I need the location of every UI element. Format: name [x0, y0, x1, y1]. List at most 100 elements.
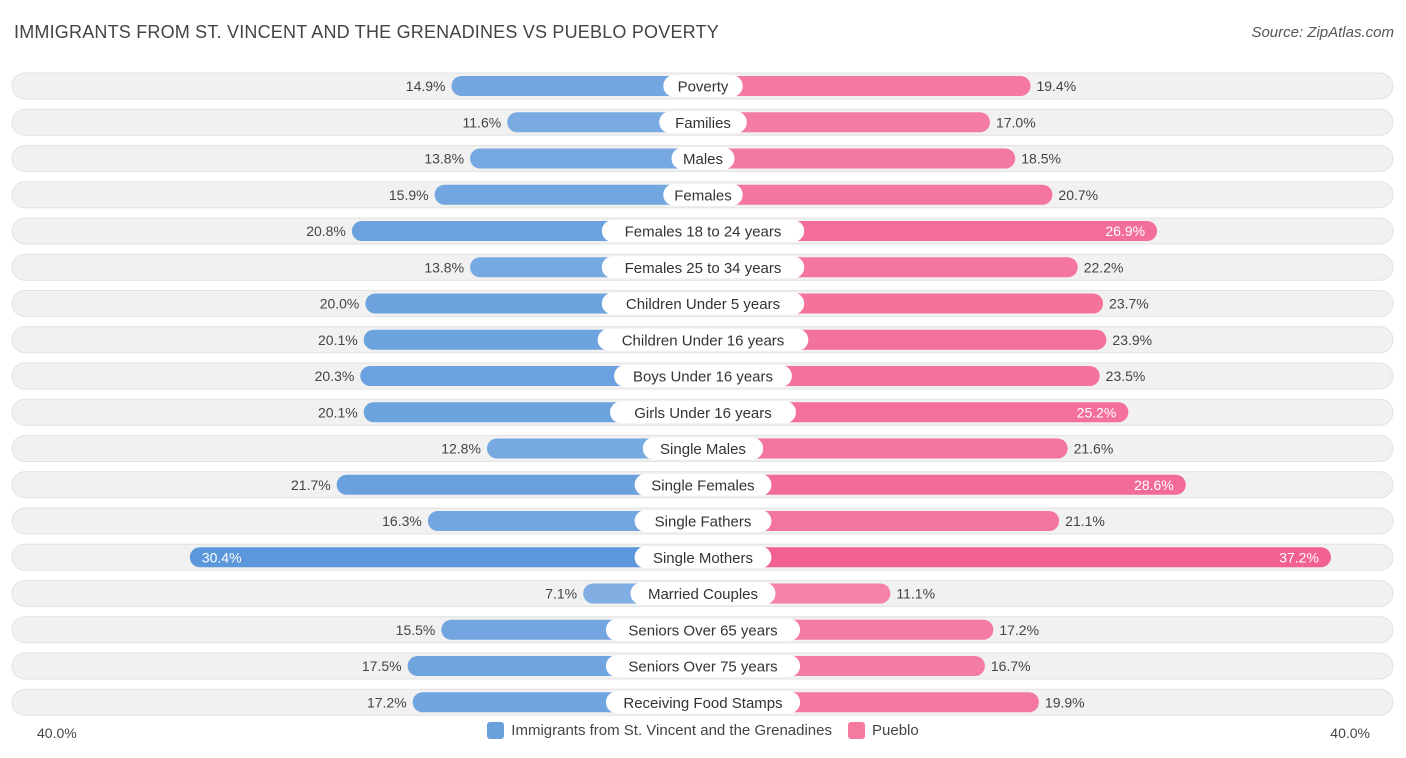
- bar-pueblo: [703, 438, 1068, 459]
- bar-pueblo: [703, 76, 1031, 96]
- category-label: Girls Under 16 years: [634, 405, 772, 422]
- value-label-pueblo: 19.9%: [1045, 694, 1085, 710]
- bar-pueblo: [703, 112, 990, 133]
- category-label: Married Couples: [648, 586, 758, 603]
- axis-min-label: 40.0%: [37, 725, 77, 741]
- value-label-pueblo: 23.9%: [1112, 332, 1152, 348]
- bar-pueblo: [703, 547, 1331, 568]
- value-label-pueblo: 17.2%: [999, 622, 1039, 638]
- bar-pueblo: [703, 511, 1060, 531]
- value-label-immigrants: 16.3%: [382, 513, 422, 529]
- legend-swatch-pueblo: [848, 722, 865, 739]
- value-label-immigrants: 11.6%: [463, 114, 502, 130]
- bar-pueblo: [703, 402, 1129, 423]
- source-credit: Source: ZipAtlas.com: [1251, 24, 1394, 41]
- category-pill: [663, 75, 743, 97]
- legend-item-pueblo: Pueblo: [848, 722, 919, 739]
- category-label: Boys Under 16 years: [633, 369, 773, 386]
- bar-pueblo: [703, 148, 1016, 169]
- category-pill: [634, 510, 772, 532]
- bar-immigrants: [451, 76, 703, 96]
- value-label-immigrants: 17.2%: [367, 694, 407, 710]
- category-label: Males: [683, 151, 723, 168]
- value-label-immigrants: 15.9%: [389, 187, 429, 203]
- value-label-pueblo: 25.2%: [1077, 404, 1117, 420]
- bar-immigrants: [434, 184, 703, 205]
- category-label: Single Mothers: [653, 550, 753, 567]
- bar-pueblo: [703, 474, 1186, 495]
- category-pill: [605, 655, 801, 677]
- bar-immigrants: [189, 547, 703, 568]
- category-label: Poverty: [678, 79, 729, 96]
- category-label: Females: [674, 187, 732, 204]
- bar-immigrants: [336, 474, 703, 495]
- category-pill: [601, 220, 805, 242]
- value-label-pueblo: 19.4%: [1036, 78, 1076, 94]
- value-label-immigrants: 30.4%: [202, 549, 242, 565]
- bar-pueblo: [703, 366, 1100, 386]
- category-pill: [605, 691, 801, 714]
- legend-item-immigrants: Immigrants from St. Vincent and the Gren…: [487, 722, 832, 739]
- category-pill: [659, 111, 747, 134]
- category-label: Females 25 to 34 years: [625, 260, 782, 277]
- value-label-immigrants: 7.1%: [545, 586, 577, 602]
- category-pill: [601, 256, 805, 279]
- category-pill: [671, 147, 735, 170]
- category-label: Children Under 5 years: [626, 296, 780, 313]
- category-label: Seniors Over 65 years: [628, 622, 777, 639]
- bar-pueblo: [703, 184, 1053, 205]
- bar-pueblo: [703, 221, 1158, 241]
- bar-pueblo: [703, 293, 1104, 314]
- value-label-immigrants: 17.5%: [362, 658, 402, 674]
- value-label-pueblo: 21.6%: [1074, 441, 1114, 457]
- category-pill: [597, 328, 809, 351]
- category-label: Single Fathers: [655, 514, 752, 531]
- value-label-pueblo: 22.2%: [1084, 259, 1124, 275]
- value-label-pueblo: 23.5%: [1106, 368, 1146, 384]
- value-label-immigrants: 14.9%: [406, 78, 446, 94]
- bar-immigrants: [507, 112, 703, 133]
- category-pill: [630, 582, 776, 605]
- value-label-immigrants: 13.8%: [424, 259, 464, 275]
- category-pill: [663, 183, 743, 206]
- value-label-immigrants: 15.5%: [396, 622, 436, 638]
- category-pill: [614, 365, 792, 387]
- value-label-pueblo: 11.1%: [896, 586, 935, 602]
- category-pill: [601, 292, 805, 315]
- value-label-immigrants: 21.7%: [291, 477, 331, 493]
- value-label-pueblo: 26.9%: [1105, 223, 1145, 239]
- category-pill: [642, 437, 764, 460]
- value-label-immigrants: 20.8%: [306, 223, 346, 239]
- value-label-pueblo: 28.6%: [1134, 477, 1174, 493]
- category-label: Receiving Food Stamps: [623, 695, 782, 712]
- value-label-pueblo: 21.1%: [1065, 513, 1105, 529]
- legend: Immigrants from St. Vincent and the Gren…: [0, 722, 1406, 739]
- value-label-pueblo: 16.7%: [991, 658, 1031, 674]
- value-label-immigrants: 20.0%: [320, 296, 360, 312]
- category-label: Children Under 16 years: [622, 332, 785, 349]
- category-label: Single Females: [651, 477, 754, 494]
- value-label-pueblo: 20.7%: [1058, 187, 1098, 203]
- category-label: Single Males: [660, 441, 746, 458]
- value-label-immigrants: 12.8%: [441, 441, 481, 457]
- value-label-immigrants: 13.8%: [424, 151, 464, 167]
- value-label-immigrants: 20.1%: [318, 332, 358, 348]
- bar-immigrants: [470, 148, 703, 169]
- category-pill: [634, 546, 772, 569]
- category-label: Females 18 to 24 years: [625, 224, 782, 241]
- category-label: Families: [675, 115, 731, 132]
- value-label-pueblo: 18.5%: [1021, 151, 1061, 167]
- legend-swatch-immigrants: [487, 722, 505, 739]
- bar-immigrants: [427, 511, 703, 531]
- category-pill: [634, 473, 772, 496]
- value-label-pueblo: 17.0%: [996, 114, 1036, 130]
- category-pill: [610, 401, 796, 424]
- axis-max-label: 40.0%: [1330, 725, 1370, 741]
- value-label-pueblo: 37.2%: [1279, 549, 1319, 565]
- value-label-immigrants: 20.3%: [315, 368, 355, 384]
- value-label-immigrants: 20.1%: [318, 404, 358, 420]
- chart-title: IMMIGRANTS FROM ST. VINCENT AND THE GREN…: [14, 22, 719, 42]
- legend-label-pueblo: Pueblo: [872, 722, 919, 739]
- category-label: Seniors Over 75 years: [628, 659, 777, 676]
